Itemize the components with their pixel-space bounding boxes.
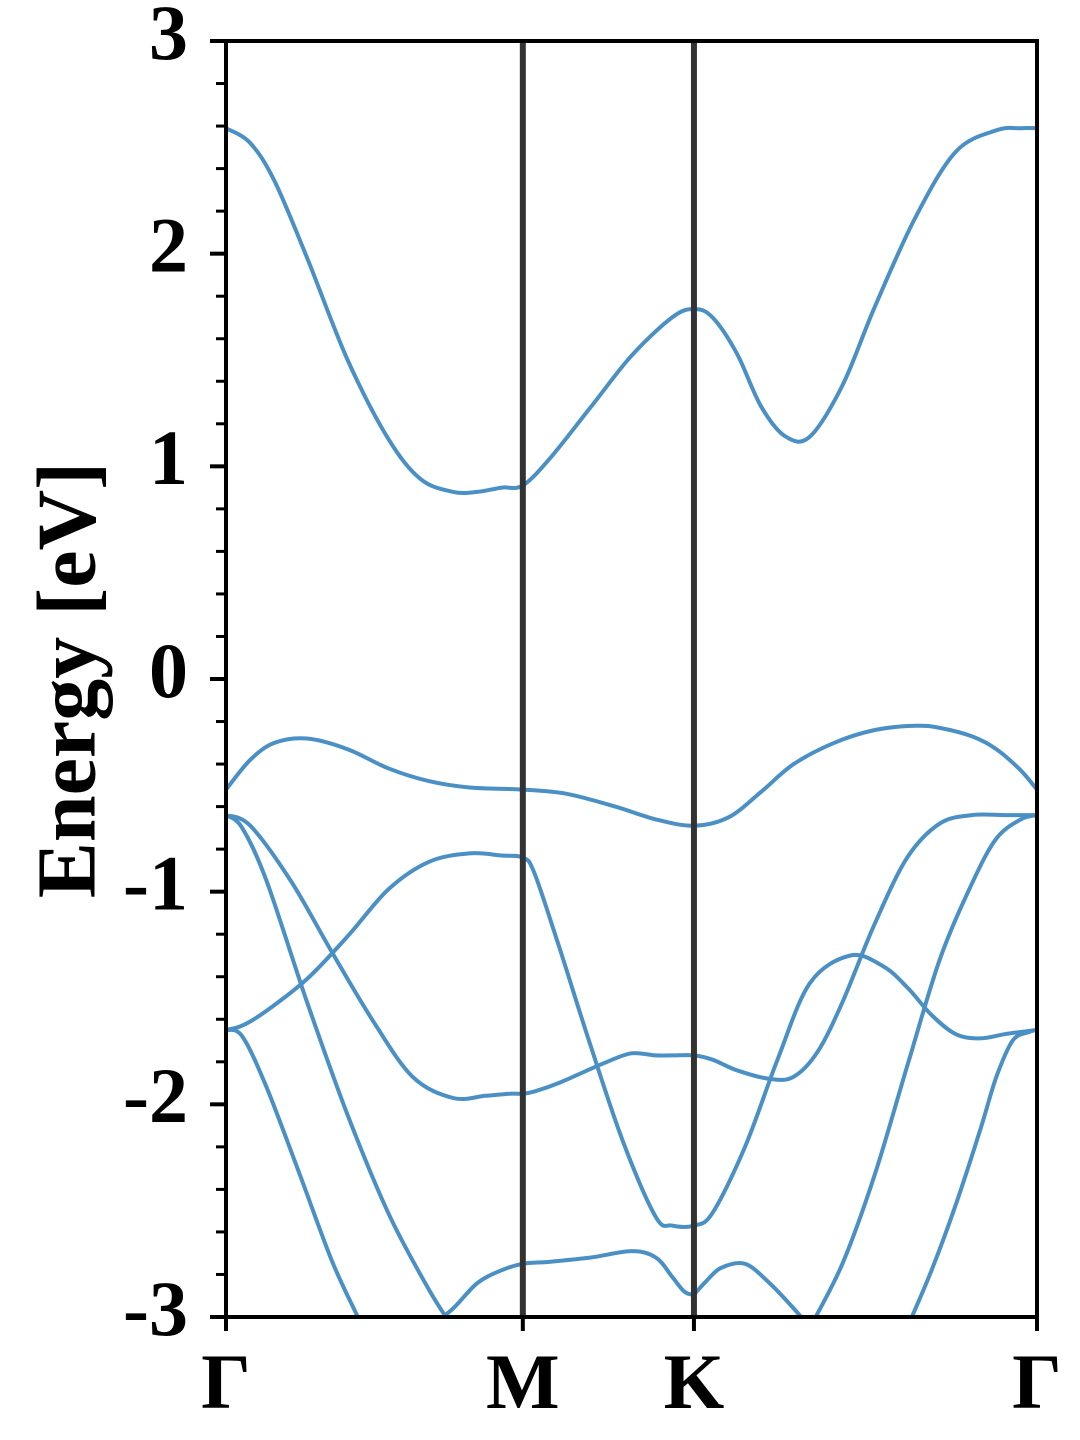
band-line-8 [813,813,1037,1317]
plot-frame [224,39,1039,1319]
x-tick-label: K [664,1338,725,1425]
y-tick-label: -2 [123,1052,188,1139]
x-tick-label: M [486,1338,560,1425]
y-tick-label: -1 [123,840,188,927]
bands-layer [226,125,1037,1317]
y-axis-label: Energy [eV] [20,462,113,898]
x-tick-label: Γ [201,1338,251,1425]
y-tick-label: 2 [149,202,188,289]
band-line-3 [226,812,1037,1102]
y-axis-ticks: 3 2 1 0 -1 -2 -3 [123,0,226,1352]
y-tick-label: 3 [149,0,188,76]
band-line-9 [909,1027,1037,1317]
band-line-2 [226,723,1037,828]
band-line-1 [226,125,1037,496]
y-tick-label: -3 [123,1265,188,1352]
band-line-7 [439,1249,804,1317]
band-line-4 [226,851,1037,1229]
kpoint-dividers [519,41,697,1317]
y-tick-label: 1 [149,414,188,501]
band-line-5 [226,813,449,1317]
band-line-6 [226,1027,361,1317]
y-tick-label: 0 [149,627,188,714]
x-tick-label: Γ [1012,1338,1062,1425]
